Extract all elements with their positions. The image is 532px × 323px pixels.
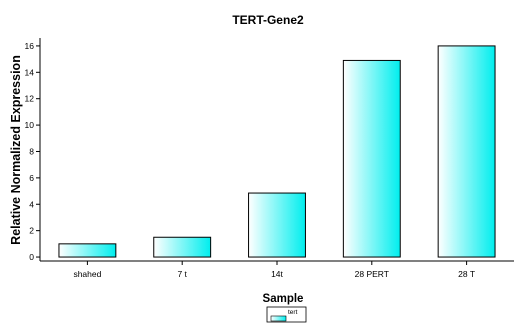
bar-4 (437, 45, 496, 258)
y-tick-label: 14 (25, 67, 35, 77)
bar-0 (58, 243, 117, 258)
plot-area: 0 2 4 6 8 10 12 14 16 shahed 7 t 14t 28 PERT 28 T (25, 38, 514, 279)
y-tick-label: 8 (29, 146, 34, 156)
legend-label: tert (288, 309, 298, 316)
bars (58, 45, 496, 258)
x-tick-label: 28 PERT (355, 269, 389, 279)
y-tick-label: 16 (25, 41, 35, 51)
x-tick-label: 7 t (177, 269, 187, 279)
bar-3 (342, 59, 401, 258)
y-tick-label: 10 (25, 120, 35, 130)
x-tick-label: 28 T (458, 269, 475, 279)
y-tick-label: 6 (29, 173, 34, 183)
legend-swatch (270, 315, 287, 322)
y-tick-label: 2 (29, 226, 34, 236)
y-tick-label: 12 (25, 94, 35, 104)
bar-1 (153, 236, 212, 258)
y-tick-label: 0 (29, 252, 34, 262)
y-ticks: 0 2 4 6 8 10 12 14 16 (25, 41, 40, 262)
x-tick-label: shahed (73, 269, 101, 279)
y-tick-label: 4 (29, 199, 34, 209)
x-tick-label: 14t (271, 269, 283, 279)
x-tick-labels: shahed 7 t 14t 28 PERT 28 T (73, 261, 475, 279)
bar-2 (248, 192, 306, 258)
legend: tert (266, 306, 307, 323)
y-axis-label: Relative Normalized Expression (9, 55, 23, 245)
chart-title: TERT-Gene2 (232, 13, 304, 27)
x-axis-label: Sample (263, 293, 304, 305)
